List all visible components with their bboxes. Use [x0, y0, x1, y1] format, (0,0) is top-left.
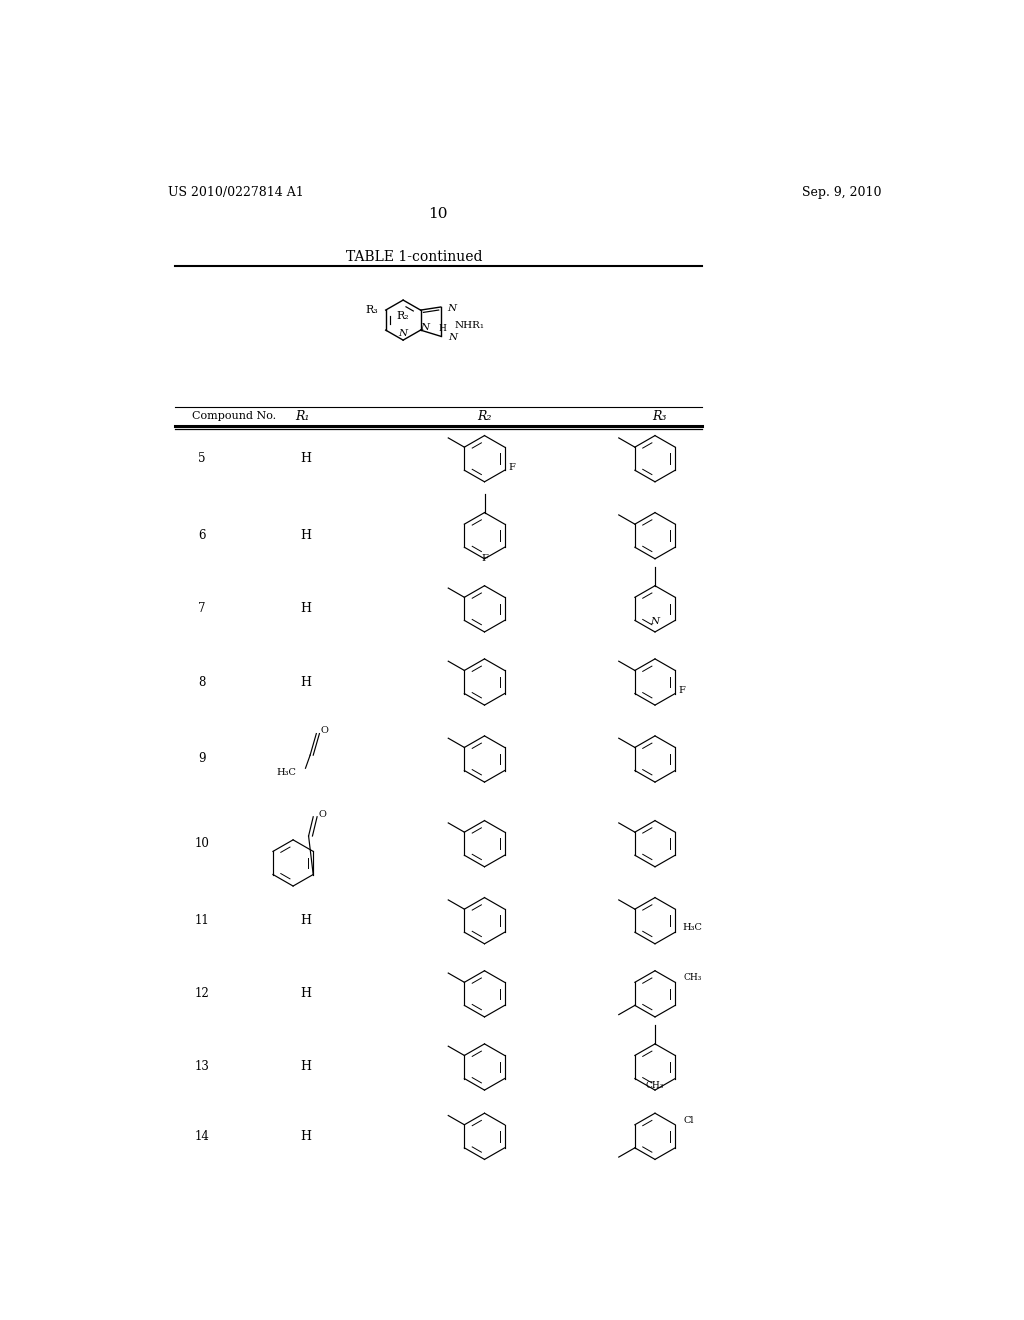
Text: N: N	[398, 330, 408, 338]
Text: F: F	[481, 554, 488, 564]
Text: 11: 11	[195, 915, 209, 927]
Text: H₃C: H₃C	[682, 923, 701, 932]
Text: 9: 9	[198, 752, 206, 766]
Text: R₁: R₁	[295, 409, 309, 422]
Text: CH₃: CH₃	[646, 1081, 665, 1090]
Text: TABLE 1-continued: TABLE 1-continued	[346, 249, 483, 264]
Text: US 2010/0227814 A1: US 2010/0227814 A1	[168, 186, 304, 199]
Text: N: N	[449, 334, 458, 342]
Text: 14: 14	[195, 1130, 209, 1143]
Text: R₂: R₂	[397, 312, 410, 321]
Text: H: H	[301, 676, 311, 689]
Text: N: N	[421, 322, 430, 331]
Text: R₂: R₂	[477, 409, 492, 422]
Text: 10: 10	[428, 207, 447, 220]
Text: 8: 8	[198, 676, 206, 689]
Text: NHR₁: NHR₁	[455, 321, 484, 330]
Text: Compound No.: Compound No.	[191, 412, 275, 421]
Text: CH₃: CH₃	[684, 973, 702, 982]
Text: H: H	[301, 1130, 311, 1143]
Text: 5: 5	[198, 453, 206, 465]
Text: 13: 13	[195, 1060, 209, 1073]
Text: R₃: R₃	[366, 305, 378, 315]
Text: H: H	[301, 987, 311, 1001]
Text: O: O	[318, 810, 327, 818]
Text: R₃: R₃	[651, 409, 666, 422]
Text: O: O	[321, 726, 329, 735]
Text: H: H	[301, 453, 311, 465]
Text: 12: 12	[195, 987, 209, 1001]
Text: 10: 10	[195, 837, 209, 850]
Text: 6: 6	[198, 529, 206, 543]
Text: H: H	[301, 915, 311, 927]
Text: F: F	[508, 463, 515, 471]
Text: Sep. 9, 2010: Sep. 9, 2010	[802, 186, 882, 199]
Text: H: H	[301, 1060, 311, 1073]
Text: N: N	[650, 616, 659, 626]
Text: H: H	[438, 325, 446, 333]
Text: H: H	[301, 602, 311, 615]
Text: F: F	[679, 686, 685, 696]
Text: N: N	[446, 304, 456, 313]
Text: Cl: Cl	[684, 1115, 694, 1125]
Text: H: H	[301, 529, 311, 543]
Text: 7: 7	[198, 602, 206, 615]
Text: H₃C: H₃C	[276, 768, 296, 776]
